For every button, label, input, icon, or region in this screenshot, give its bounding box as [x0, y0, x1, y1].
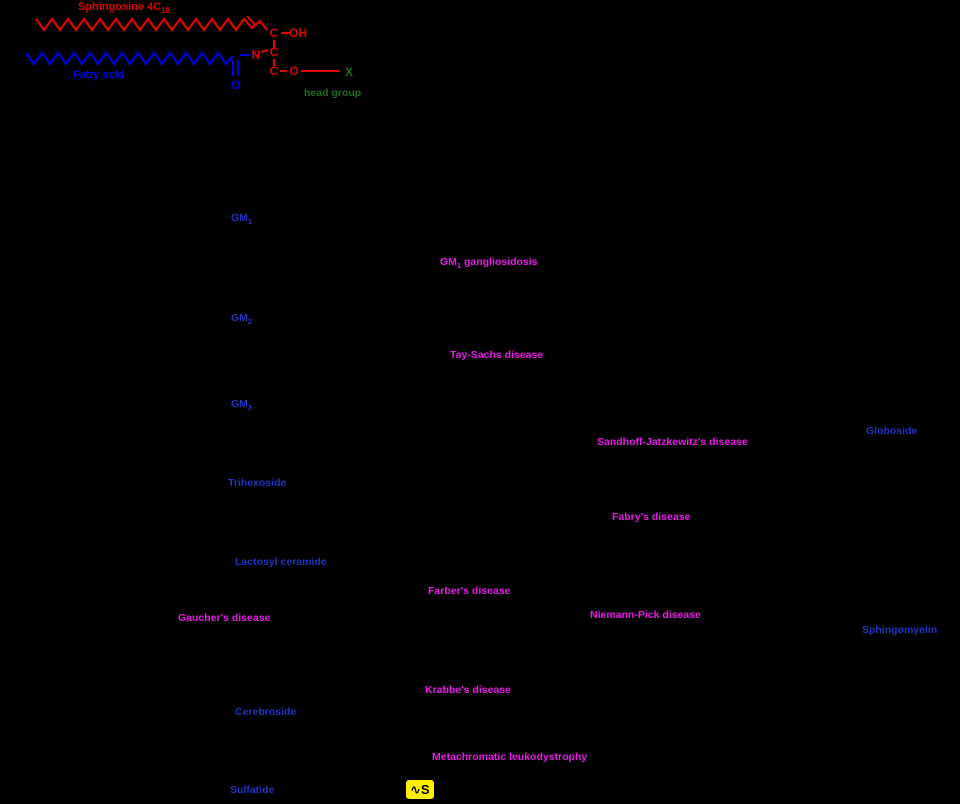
metabolite-label-gm1: GM1: [231, 212, 253, 227]
sphingosine-double-bond: [246, 15, 256, 26]
disease-label-sandhoff-jatzkewitz: Sandhoff-Jatzkewitz's disease: [597, 436, 748, 448]
sphingosine-label: Sphingosine 4C18: [78, 1, 171, 16]
disease-label-fabry: Fabry's disease: [612, 511, 691, 523]
metabolite-label-sphingomyelin: Sphingomyelin: [862, 624, 938, 636]
disease-label-krabbe: Krabbe's disease: [425, 684, 511, 696]
disease-label-gm1-gangliosidosis: GM1 gangliosidosis: [440, 256, 538, 271]
metabolite-label-gm2: GM2: [231, 312, 253, 327]
atom-c-label-4: C: [270, 64, 279, 78]
atom-n-label-3: N: [252, 48, 261, 62]
bond-n-c2: [260, 49, 269, 53]
atom-x-label-6: X: [345, 65, 353, 79]
disease-label-niemann-pick: Niemann-Pick disease: [590, 609, 701, 621]
disease-label-farber: Farber's disease: [428, 585, 511, 597]
fatty-acid-label: Fatty acid: [73, 69, 125, 81]
atom-c-label-2: C: [270, 45, 279, 59]
head-group-label: head group: [304, 87, 362, 99]
metabolite-label-globoside: Globoside: [866, 425, 918, 437]
fatty-acid-chain: [25, 51, 234, 66]
metabolite-label-gm3: GM3: [231, 398, 253, 413]
metabolite-label-sulfatide: Sulfatide: [230, 784, 275, 796]
atom-oh-label-1: OH: [289, 26, 307, 40]
atom-o-label-7: O: [231, 78, 240, 92]
metabolite-label-lactosyl-ceramide: Lactosyl ceramide: [235, 556, 327, 568]
disease-label-gaucher: Gaucher's disease: [178, 612, 271, 624]
disease-label-tay-sachs: Tay-Sachs disease: [450, 349, 544, 361]
atom-c-label-0: C: [270, 26, 279, 40]
metabolite-label-trihexoside: Trihexoside: [228, 477, 287, 489]
sphingosine-chain: [35, 17, 268, 32]
metabolite-label-cerebroside: Cerebroside: [235, 706, 297, 718]
atom-o-label-5: O: [289, 64, 298, 78]
sulfate-symbol: ∿S: [406, 780, 434, 799]
disease-label-metachromatic: Metachromatic leukodystrophy: [432, 751, 588, 763]
